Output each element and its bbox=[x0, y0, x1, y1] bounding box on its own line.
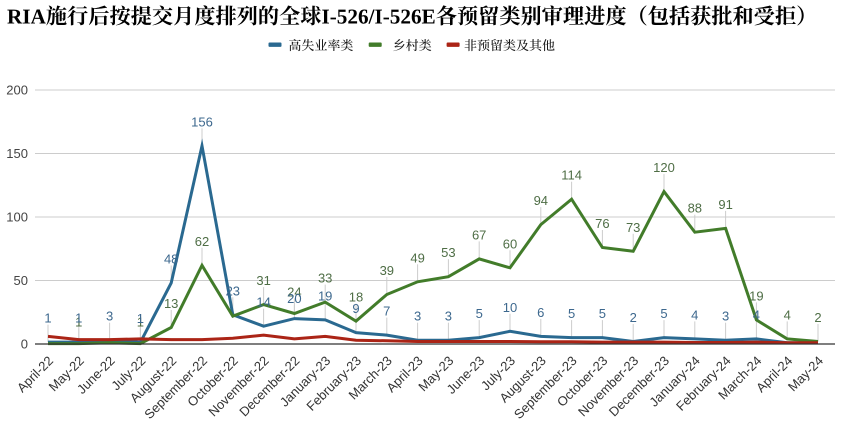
svg-text:4: 4 bbox=[691, 307, 698, 322]
svg-text:39: 39 bbox=[380, 263, 394, 278]
svg-text:19: 19 bbox=[318, 288, 332, 303]
svg-text:7: 7 bbox=[383, 304, 390, 319]
svg-text:114: 114 bbox=[561, 168, 582, 183]
svg-text:4: 4 bbox=[753, 307, 760, 322]
svg-text:67: 67 bbox=[472, 227, 486, 242]
svg-text:100: 100 bbox=[6, 210, 28, 225]
svg-text:50: 50 bbox=[14, 273, 28, 288]
svg-text:156: 156 bbox=[191, 114, 213, 129]
svg-text:5: 5 bbox=[568, 306, 575, 321]
svg-text:1: 1 bbox=[44, 311, 51, 326]
svg-text:48: 48 bbox=[164, 252, 178, 267]
svg-text:18: 18 bbox=[349, 290, 363, 305]
svg-text:0: 0 bbox=[21, 337, 28, 352]
svg-text:150: 150 bbox=[6, 146, 28, 161]
svg-text:9: 9 bbox=[352, 301, 359, 316]
svg-text:33: 33 bbox=[318, 271, 332, 286]
svg-text:20: 20 bbox=[287, 291, 301, 306]
svg-text:23: 23 bbox=[226, 283, 240, 298]
svg-text:62: 62 bbox=[195, 234, 209, 249]
svg-text:76: 76 bbox=[595, 216, 609, 231]
svg-text:5: 5 bbox=[599, 306, 606, 321]
svg-text:2: 2 bbox=[630, 310, 637, 325]
svg-text:4: 4 bbox=[784, 307, 791, 322]
svg-text:53: 53 bbox=[441, 245, 455, 260]
svg-text:94: 94 bbox=[534, 193, 548, 208]
svg-text:1: 1 bbox=[75, 311, 82, 326]
svg-text:120: 120 bbox=[653, 160, 675, 175]
svg-text:10: 10 bbox=[503, 300, 517, 315]
svg-text:3: 3 bbox=[106, 309, 113, 324]
svg-text:60: 60 bbox=[503, 236, 517, 251]
svg-text:5: 5 bbox=[660, 306, 667, 321]
svg-text:1: 1 bbox=[137, 311, 144, 326]
svg-text:24: 24 bbox=[287, 285, 301, 300]
svg-text:3: 3 bbox=[722, 309, 729, 324]
svg-text:13: 13 bbox=[164, 296, 178, 311]
svg-text:2: 2 bbox=[814, 310, 821, 325]
svg-text:6: 6 bbox=[537, 305, 544, 320]
svg-text:14: 14 bbox=[256, 295, 270, 310]
svg-text:91: 91 bbox=[718, 197, 732, 212]
svg-text:1: 1 bbox=[137, 315, 144, 330]
svg-text:31: 31 bbox=[256, 273, 270, 288]
svg-text:19: 19 bbox=[749, 288, 763, 303]
svg-text:3: 3 bbox=[414, 309, 421, 324]
svg-text:5: 5 bbox=[476, 306, 483, 321]
svg-text:200: 200 bbox=[6, 83, 28, 98]
svg-text:3: 3 bbox=[445, 309, 452, 324]
svg-text:49: 49 bbox=[410, 250, 424, 265]
svg-text:1: 1 bbox=[75, 315, 82, 330]
svg-text:73: 73 bbox=[626, 220, 640, 235]
svg-text:88: 88 bbox=[688, 201, 702, 216]
